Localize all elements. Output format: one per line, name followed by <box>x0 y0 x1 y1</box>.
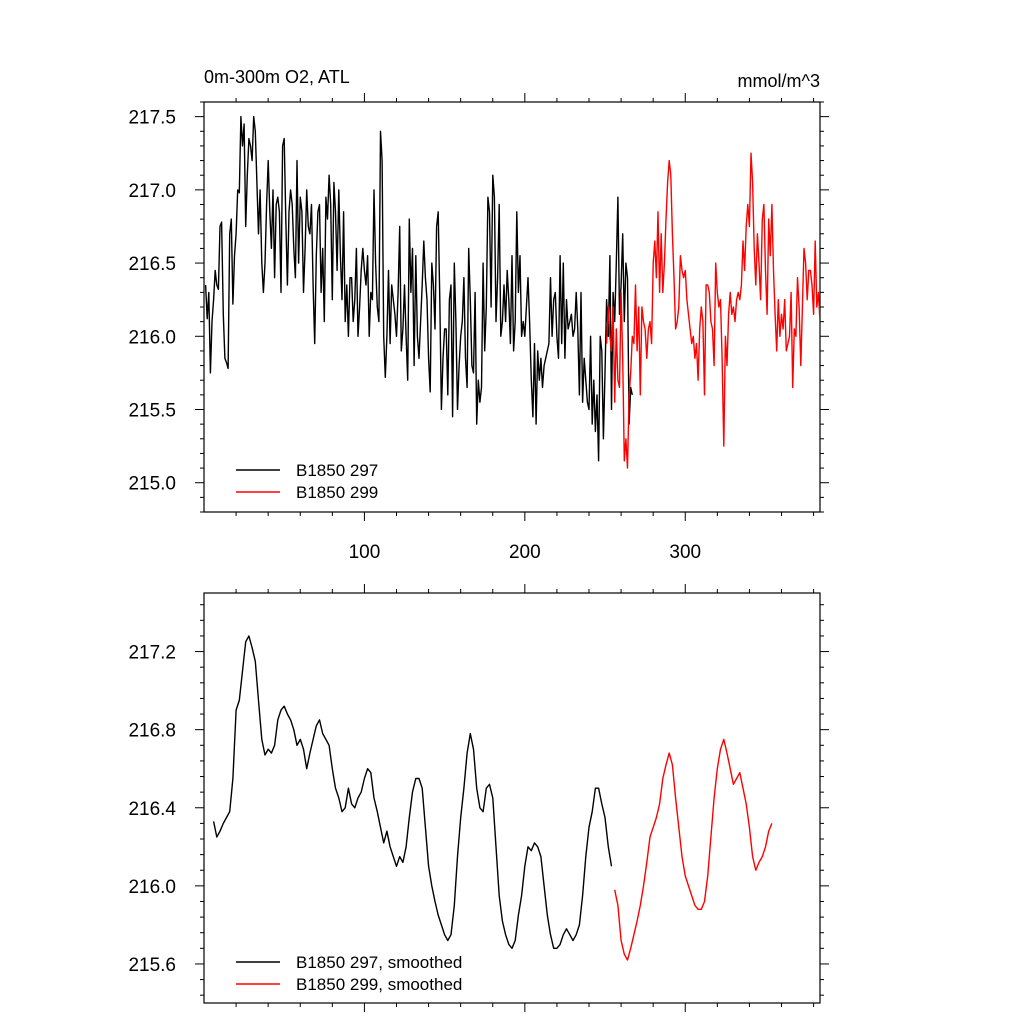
y-tick-label: 216.0 <box>128 327 176 348</box>
legend: B1850 297, smoothed B1850 299, smoothed <box>236 953 462 994</box>
y-tick-label: 217.5 <box>128 108 176 129</box>
y-tick-label: 215.6 <box>128 955 176 976</box>
series-line-1 <box>204 115 633 462</box>
legend-label: B1850 297, smoothed <box>296 953 462 972</box>
y-tick-label: 216.0 <box>128 877 176 898</box>
y-tick-label: 217.2 <box>128 643 176 664</box>
y-tick-label: 216.4 <box>128 799 176 820</box>
legend: B1850 297 B1850 299 <box>236 461 378 502</box>
x-tick-label: 200 <box>509 542 541 563</box>
series-line-2 <box>614 738 773 961</box>
units-label: mmol/m^3 <box>738 71 820 91</box>
chart-title: 0m-300m O2, ATL <box>204 67 350 87</box>
y-tick-label: 215.5 <box>128 401 176 422</box>
series-group <box>204 115 820 469</box>
y-tick-label: 215.0 <box>128 474 176 495</box>
x-tick-label: 100 <box>349 542 381 563</box>
x-tick-label: 300 <box>669 542 701 563</box>
tick-group: 215.6 216.0 216.4 216.8 217.2 <box>128 584 829 1012</box>
y-tick-label: 216.5 <box>128 254 176 275</box>
plot-frame <box>203 592 821 1004</box>
series-group <box>212 635 773 961</box>
y-tick-label: 216.8 <box>128 721 176 742</box>
series-line-2 <box>605 152 820 469</box>
y-tick-label: 217.0 <box>128 181 176 202</box>
legend-label: B1850 299 <box>296 483 378 502</box>
tick-group: 215.0 215.5 216.0 216.5 217.0 217.5 100 200 300 <box>128 93 829 563</box>
legend-label: B1850 299, smoothed <box>296 975 462 994</box>
top-panel: 0m-300m O2, ATL mmol/m^3 215.0 215.5 216.0… <box>128 67 829 563</box>
bottom-panel: 215.6 216.0 216.4 216.8 217.2 B1850 297, smo… <box>128 584 829 1012</box>
legend-label: B1850 297 <box>296 461 378 480</box>
series-line-1 <box>212 635 613 949</box>
